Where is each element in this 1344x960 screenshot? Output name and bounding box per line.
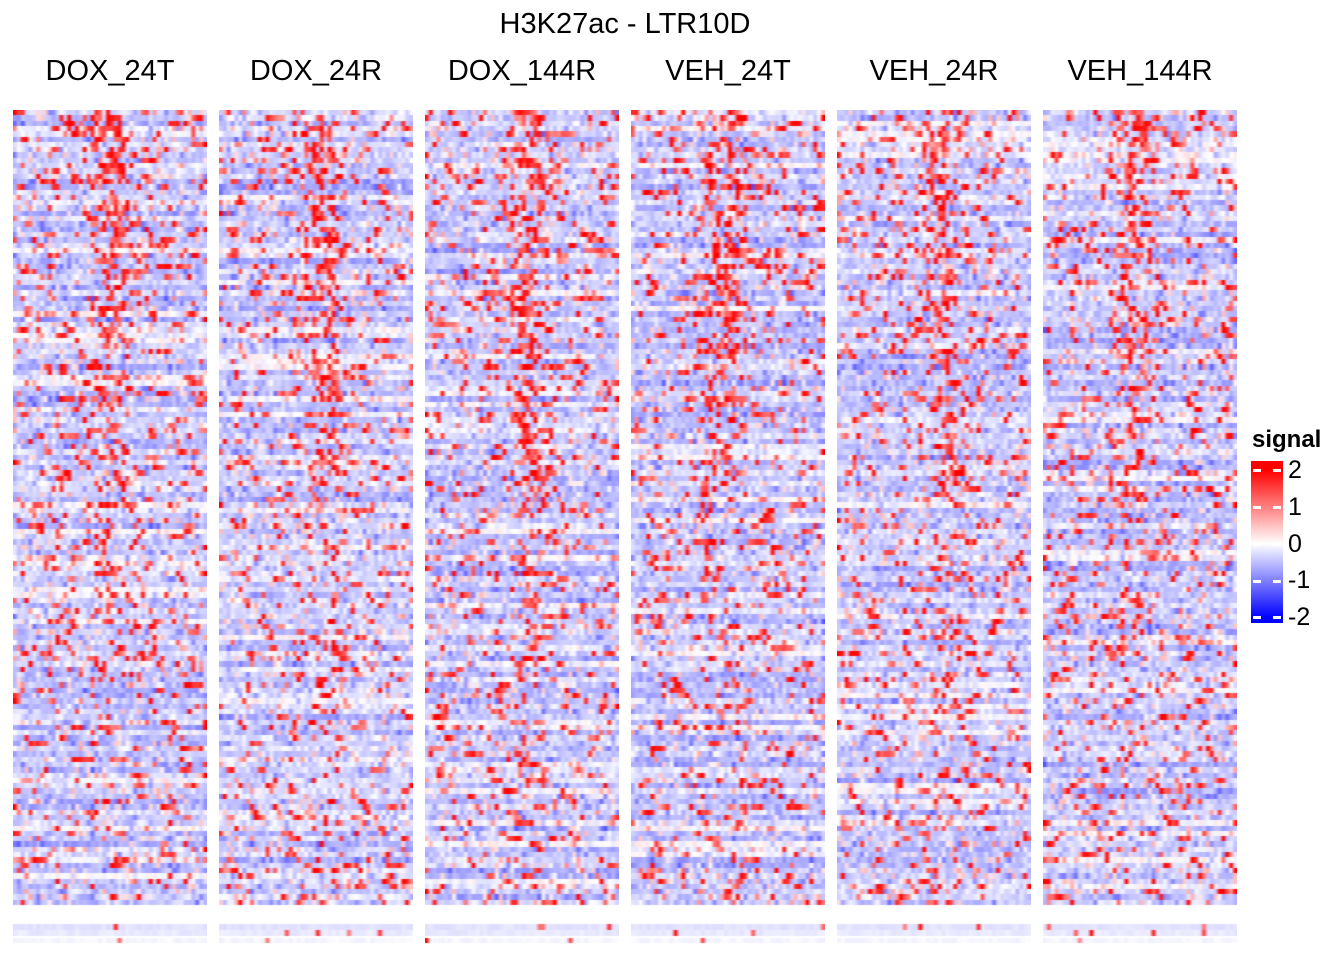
- legend-tick-1: 1: [1288, 493, 1302, 521]
- chart-title: H3K27ac - LTR10D: [499, 8, 751, 40]
- legend-tickmark: [1273, 543, 1281, 546]
- heatmap-panel-veh-24r: [837, 110, 1031, 960]
- panel-label-veh-144r: VEH_144R: [1067, 55, 1213, 87]
- heatmap-panel-veh-24t: [631, 110, 825, 960]
- heatmap-panel-dox-24t: [13, 110, 207, 960]
- legend-tick-0: 0: [1288, 530, 1302, 558]
- legend-tickmark: [1253, 543, 1261, 546]
- legend-tickmark: [1253, 469, 1261, 472]
- legend-tick-2: 2: [1288, 456, 1302, 484]
- legend-tickmark: [1253, 616, 1261, 619]
- panel-label-veh-24r: VEH_24R: [869, 55, 999, 87]
- legend-tickmark: [1273, 506, 1281, 509]
- panel-label-veh-24t: VEH_24T: [665, 55, 791, 87]
- legend-tickmark: [1253, 506, 1261, 509]
- panel-label-dox-144r: DOX_144R: [447, 55, 597, 87]
- legend-title: signal: [1252, 426, 1322, 453]
- legend-tick-neg1: -1: [1288, 566, 1311, 594]
- panel-label-dox-24r: DOX_24R: [249, 55, 383, 87]
- legend-tickmark: [1253, 580, 1261, 583]
- heatmap-panel-veh-144r: [1043, 110, 1237, 960]
- legend-tick-neg2: -2: [1288, 603, 1311, 631]
- legend-tickmark: [1273, 469, 1281, 472]
- heatmap-panel-dox-144r: [425, 110, 619, 960]
- legend-colorbar: [1251, 461, 1283, 623]
- legend-tickmark: [1273, 580, 1281, 583]
- legend-tickmark: [1273, 616, 1281, 619]
- heatmap-panel-dox-24r: [219, 110, 413, 960]
- panel-label-dox-24t: DOX_24T: [45, 55, 175, 87]
- legend: signal 2 1 0 -1 -2: [1246, 426, 1344, 636]
